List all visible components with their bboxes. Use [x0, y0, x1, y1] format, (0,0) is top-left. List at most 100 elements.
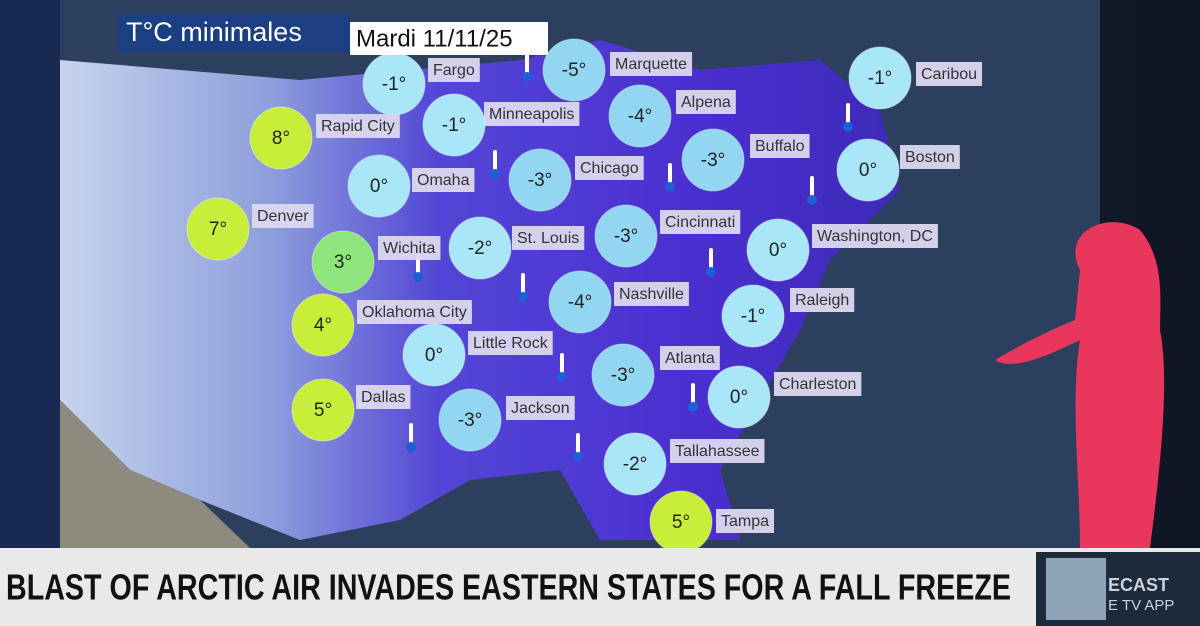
temperature-circle [249, 106, 313, 170]
city-name: Buffalo [755, 138, 805, 155]
map-title: T°C minimales [126, 17, 302, 47]
temperature-circle [548, 270, 612, 334]
thermometer-bulb [807, 195, 817, 205]
city-label-box [660, 346, 720, 370]
city-label-box [316, 114, 400, 138]
temperature-circle [291, 378, 355, 442]
city-name: Marquette [615, 56, 687, 73]
city-label-box [614, 282, 689, 306]
temperature: 0° [370, 176, 388, 197]
city-marker: Marquette -5° [542, 38, 693, 102]
city-label-box [676, 90, 736, 114]
temperature-circle [608, 84, 672, 148]
city-name: Alpena [681, 94, 731, 111]
city-name: St. Louis [517, 230, 579, 247]
city-marker: Washington, DC 0° [746, 218, 938, 282]
city-name: Tampa [721, 513, 769, 530]
city-marker: Little Rock 0° [402, 323, 553, 387]
city-label-box [812, 224, 938, 248]
promo-line: E TV APP [1108, 597, 1174, 614]
temperature: -1° [741, 306, 766, 327]
city-marker: Wichita 3° [311, 230, 441, 294]
city-name: Washington, DC [817, 228, 933, 245]
temperature: -1° [382, 74, 407, 95]
temperature: 0° [730, 387, 748, 408]
city-marker: Dallas 5° [291, 378, 411, 442]
temperature: -4° [628, 106, 653, 127]
city-marker: Atlanta -3° [591, 343, 720, 407]
city-marker: Denver 7° [186, 197, 314, 261]
city-marker: Fargo -1° [362, 52, 480, 116]
city-marker: Buffalo -3° [681, 128, 810, 192]
temperature-circle [291, 293, 355, 357]
thermometer-bulb [518, 292, 528, 302]
city-marker: Chicago -3° [508, 148, 644, 212]
presenter [995, 222, 1165, 548]
date-box [350, 22, 548, 55]
temperature-circle [721, 284, 785, 348]
city-label-box [916, 62, 983, 86]
city-marker: Alpena -4° [608, 84, 736, 148]
temperature-circle [422, 93, 486, 157]
city-label-box [506, 396, 575, 420]
temperature-circle [591, 343, 655, 407]
city-label-box [484, 102, 580, 126]
city-label-box [774, 372, 862, 396]
city-label-box [900, 145, 960, 169]
city-label-box [660, 210, 741, 234]
city-name: Atlanta [665, 350, 715, 367]
temperature: 0° [769, 240, 787, 261]
city-marker: Minneapolis -1° [422, 93, 580, 157]
city-marker: Tallahassee -2° [603, 432, 765, 496]
city-name: Jackson [511, 400, 570, 417]
city-marker: Caribou -1° [848, 46, 983, 110]
headline: BLAST OF ARCTIC AIR INVADES EASTERN STAT… [6, 567, 1011, 608]
city-marker: Charleston 0° [707, 365, 862, 429]
thermometer-bulb [406, 442, 416, 452]
city-marker: Tampa 5° [649, 490, 775, 554]
temperature: -3° [614, 226, 639, 247]
temperature: 4° [314, 315, 332, 336]
city-marker: Jackson -3° [438, 388, 575, 452]
city-label-box [356, 385, 411, 409]
temperature: -2° [623, 454, 648, 475]
title-box [118, 14, 350, 52]
temperature: -3° [701, 150, 726, 171]
city-label-box [378, 236, 441, 260]
temperature-circle [836, 138, 900, 202]
city-name: Oklahoma City [362, 304, 467, 321]
temperature-circle [848, 46, 912, 110]
city-name: Denver [257, 208, 309, 225]
temperature: -5° [562, 60, 587, 81]
city-marker: Cincinnati -3° [594, 204, 741, 268]
temperature: 3° [334, 252, 352, 273]
city-name: Nashville [619, 286, 684, 303]
temperature: 5° [314, 400, 332, 421]
city-name: Rapid City [321, 118, 395, 135]
city-name: Dallas [361, 389, 405, 406]
city-label-box [428, 58, 480, 82]
temperature-circle [402, 323, 466, 387]
city-label-box [468, 331, 553, 355]
thermometer-bulb [665, 182, 675, 192]
map-date: Mardi 11/11/25 [356, 25, 513, 52]
temperature-circle [707, 365, 771, 429]
qr-code [1046, 558, 1106, 620]
temperature-circle [594, 204, 658, 268]
city-label-box [575, 156, 644, 180]
city-name: Fargo [433, 62, 475, 79]
temperature: 5° [672, 512, 690, 533]
city-marker: Omaha 0° [347, 154, 475, 218]
city-label-box [750, 134, 810, 158]
city-marker: St. Louis -2° [448, 216, 585, 280]
city-name: Little Rock [473, 335, 549, 352]
city-name: Boston [905, 149, 955, 166]
city-label-box [357, 300, 472, 324]
temperature: -3° [528, 170, 553, 191]
promo-line: ECAST [1108, 575, 1169, 595]
thermometer-bulb [413, 272, 423, 282]
thermometer-bulb [843, 122, 853, 132]
thermometer-bulb [490, 169, 500, 179]
temperature-circle [603, 432, 667, 496]
